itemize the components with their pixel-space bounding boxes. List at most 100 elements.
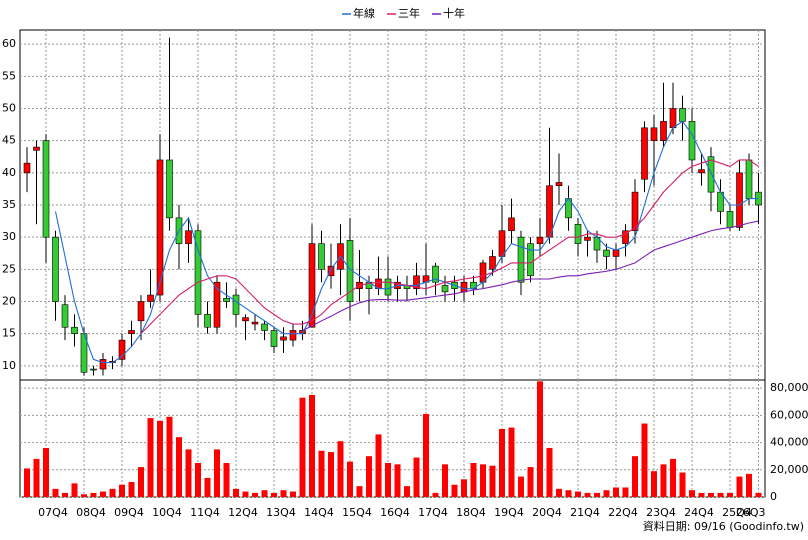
candle-body xyxy=(622,230,629,244)
candle-body xyxy=(194,230,202,315)
volume-bar xyxy=(271,492,277,497)
volume-bar xyxy=(109,488,116,497)
candle-body xyxy=(584,236,591,241)
x-tick-label: 23Q4 xyxy=(646,506,676,519)
volume-bar xyxy=(62,492,68,497)
volume-bar xyxy=(299,397,306,497)
volume-bar xyxy=(584,492,591,497)
y-tick-label: 55 xyxy=(2,69,16,82)
volume-bar xyxy=(24,468,30,497)
x-tick-label: 22Q4 xyxy=(608,506,638,519)
volume-bar xyxy=(736,476,743,497)
y2-tick-label: 40,000 xyxy=(770,436,808,449)
candle-body xyxy=(308,243,316,328)
candle-body xyxy=(517,236,525,283)
volume-bar xyxy=(499,428,505,497)
candle-body xyxy=(736,172,743,228)
x-tick-label: 24Q4 xyxy=(684,506,714,519)
x-tick-label: 25Q4 xyxy=(722,506,752,519)
candle-body xyxy=(52,236,59,302)
volume-bar xyxy=(527,467,534,497)
volume-bar xyxy=(176,437,182,497)
ma-line xyxy=(140,159,759,335)
volume-bar xyxy=(128,482,135,497)
volume-bar xyxy=(328,452,334,497)
volume-bar xyxy=(660,464,667,497)
volume-bar xyxy=(147,418,154,497)
candle-body xyxy=(166,159,173,219)
x-tick-label: 17Q4 xyxy=(418,506,448,519)
x-tick-label: 20Q4 xyxy=(532,506,562,519)
volume-bar xyxy=(195,462,201,497)
volume-bar xyxy=(632,456,638,497)
volume-bar xyxy=(375,434,382,497)
y-tick-label: 30 xyxy=(2,230,16,243)
volume-bar xyxy=(157,420,163,497)
candle-body xyxy=(185,230,192,244)
x-tick-label: 07Q4 xyxy=(38,506,68,519)
candle-body xyxy=(527,243,534,277)
volume-bar xyxy=(556,488,562,497)
volume-bar xyxy=(261,490,268,497)
volume-bar xyxy=(461,479,467,497)
candle-body xyxy=(460,281,468,293)
candle-body xyxy=(327,265,335,277)
candle-body xyxy=(213,281,221,328)
volume-bar xyxy=(508,427,515,497)
legend-label: 年線 xyxy=(353,6,375,20)
x-tick-label: 21Q4 xyxy=(570,506,600,519)
candle-body xyxy=(318,243,325,270)
candle-body xyxy=(289,330,297,341)
candle-body xyxy=(33,146,40,151)
volume-bar xyxy=(252,492,258,497)
volume-bar xyxy=(394,464,401,497)
y-tick-label: 35 xyxy=(2,198,16,211)
volume-bar xyxy=(52,488,59,497)
candle-body xyxy=(726,211,734,228)
x-tick-label: 08Q4 xyxy=(76,506,106,519)
volume-bar xyxy=(689,490,695,497)
volume-bar xyxy=(385,462,391,497)
candle-body xyxy=(546,185,553,238)
candle-body xyxy=(137,301,145,322)
volume-bar xyxy=(166,416,173,497)
volume-bar xyxy=(565,490,572,497)
candle-body xyxy=(698,169,705,174)
volume-bar xyxy=(670,458,676,497)
x-tick-label: 19Q4 xyxy=(494,506,524,519)
candle-body xyxy=(612,249,620,257)
candle-body xyxy=(508,217,515,232)
volume-bar xyxy=(489,465,496,497)
volume-bar xyxy=(214,449,220,497)
x-tick-label: 26Q3 xyxy=(736,506,766,519)
volume-bar xyxy=(318,450,325,497)
candle-body xyxy=(660,121,667,141)
candle-body xyxy=(232,294,240,315)
volume-bar xyxy=(470,462,477,497)
volume-bar xyxy=(185,449,192,497)
volume-bar xyxy=(603,490,610,497)
y-tick-label: 10 xyxy=(2,359,16,372)
candle-body xyxy=(61,304,69,328)
volume-bar xyxy=(679,472,686,497)
footnote: 資料日期: 09/16 (Goodinfo.tw) xyxy=(643,519,804,533)
candle-body xyxy=(99,359,107,370)
candle-body xyxy=(413,275,420,289)
volume-bar xyxy=(518,476,524,497)
candle-body xyxy=(498,230,506,257)
volume-bar xyxy=(423,414,429,497)
candle-body xyxy=(555,182,563,186)
volume-bar xyxy=(204,477,211,497)
x-tick-label: 15Q4 xyxy=(342,506,372,519)
candle-body xyxy=(679,108,686,122)
candle-body xyxy=(641,127,648,180)
volume-bar xyxy=(33,458,40,497)
candle-body xyxy=(23,162,31,174)
volume-bar xyxy=(366,456,372,497)
candle-body xyxy=(147,294,154,302)
volume-bar xyxy=(404,486,410,497)
volume-bar xyxy=(280,490,287,497)
candle-body xyxy=(441,285,449,293)
y-tick-label: 50 xyxy=(2,101,16,114)
